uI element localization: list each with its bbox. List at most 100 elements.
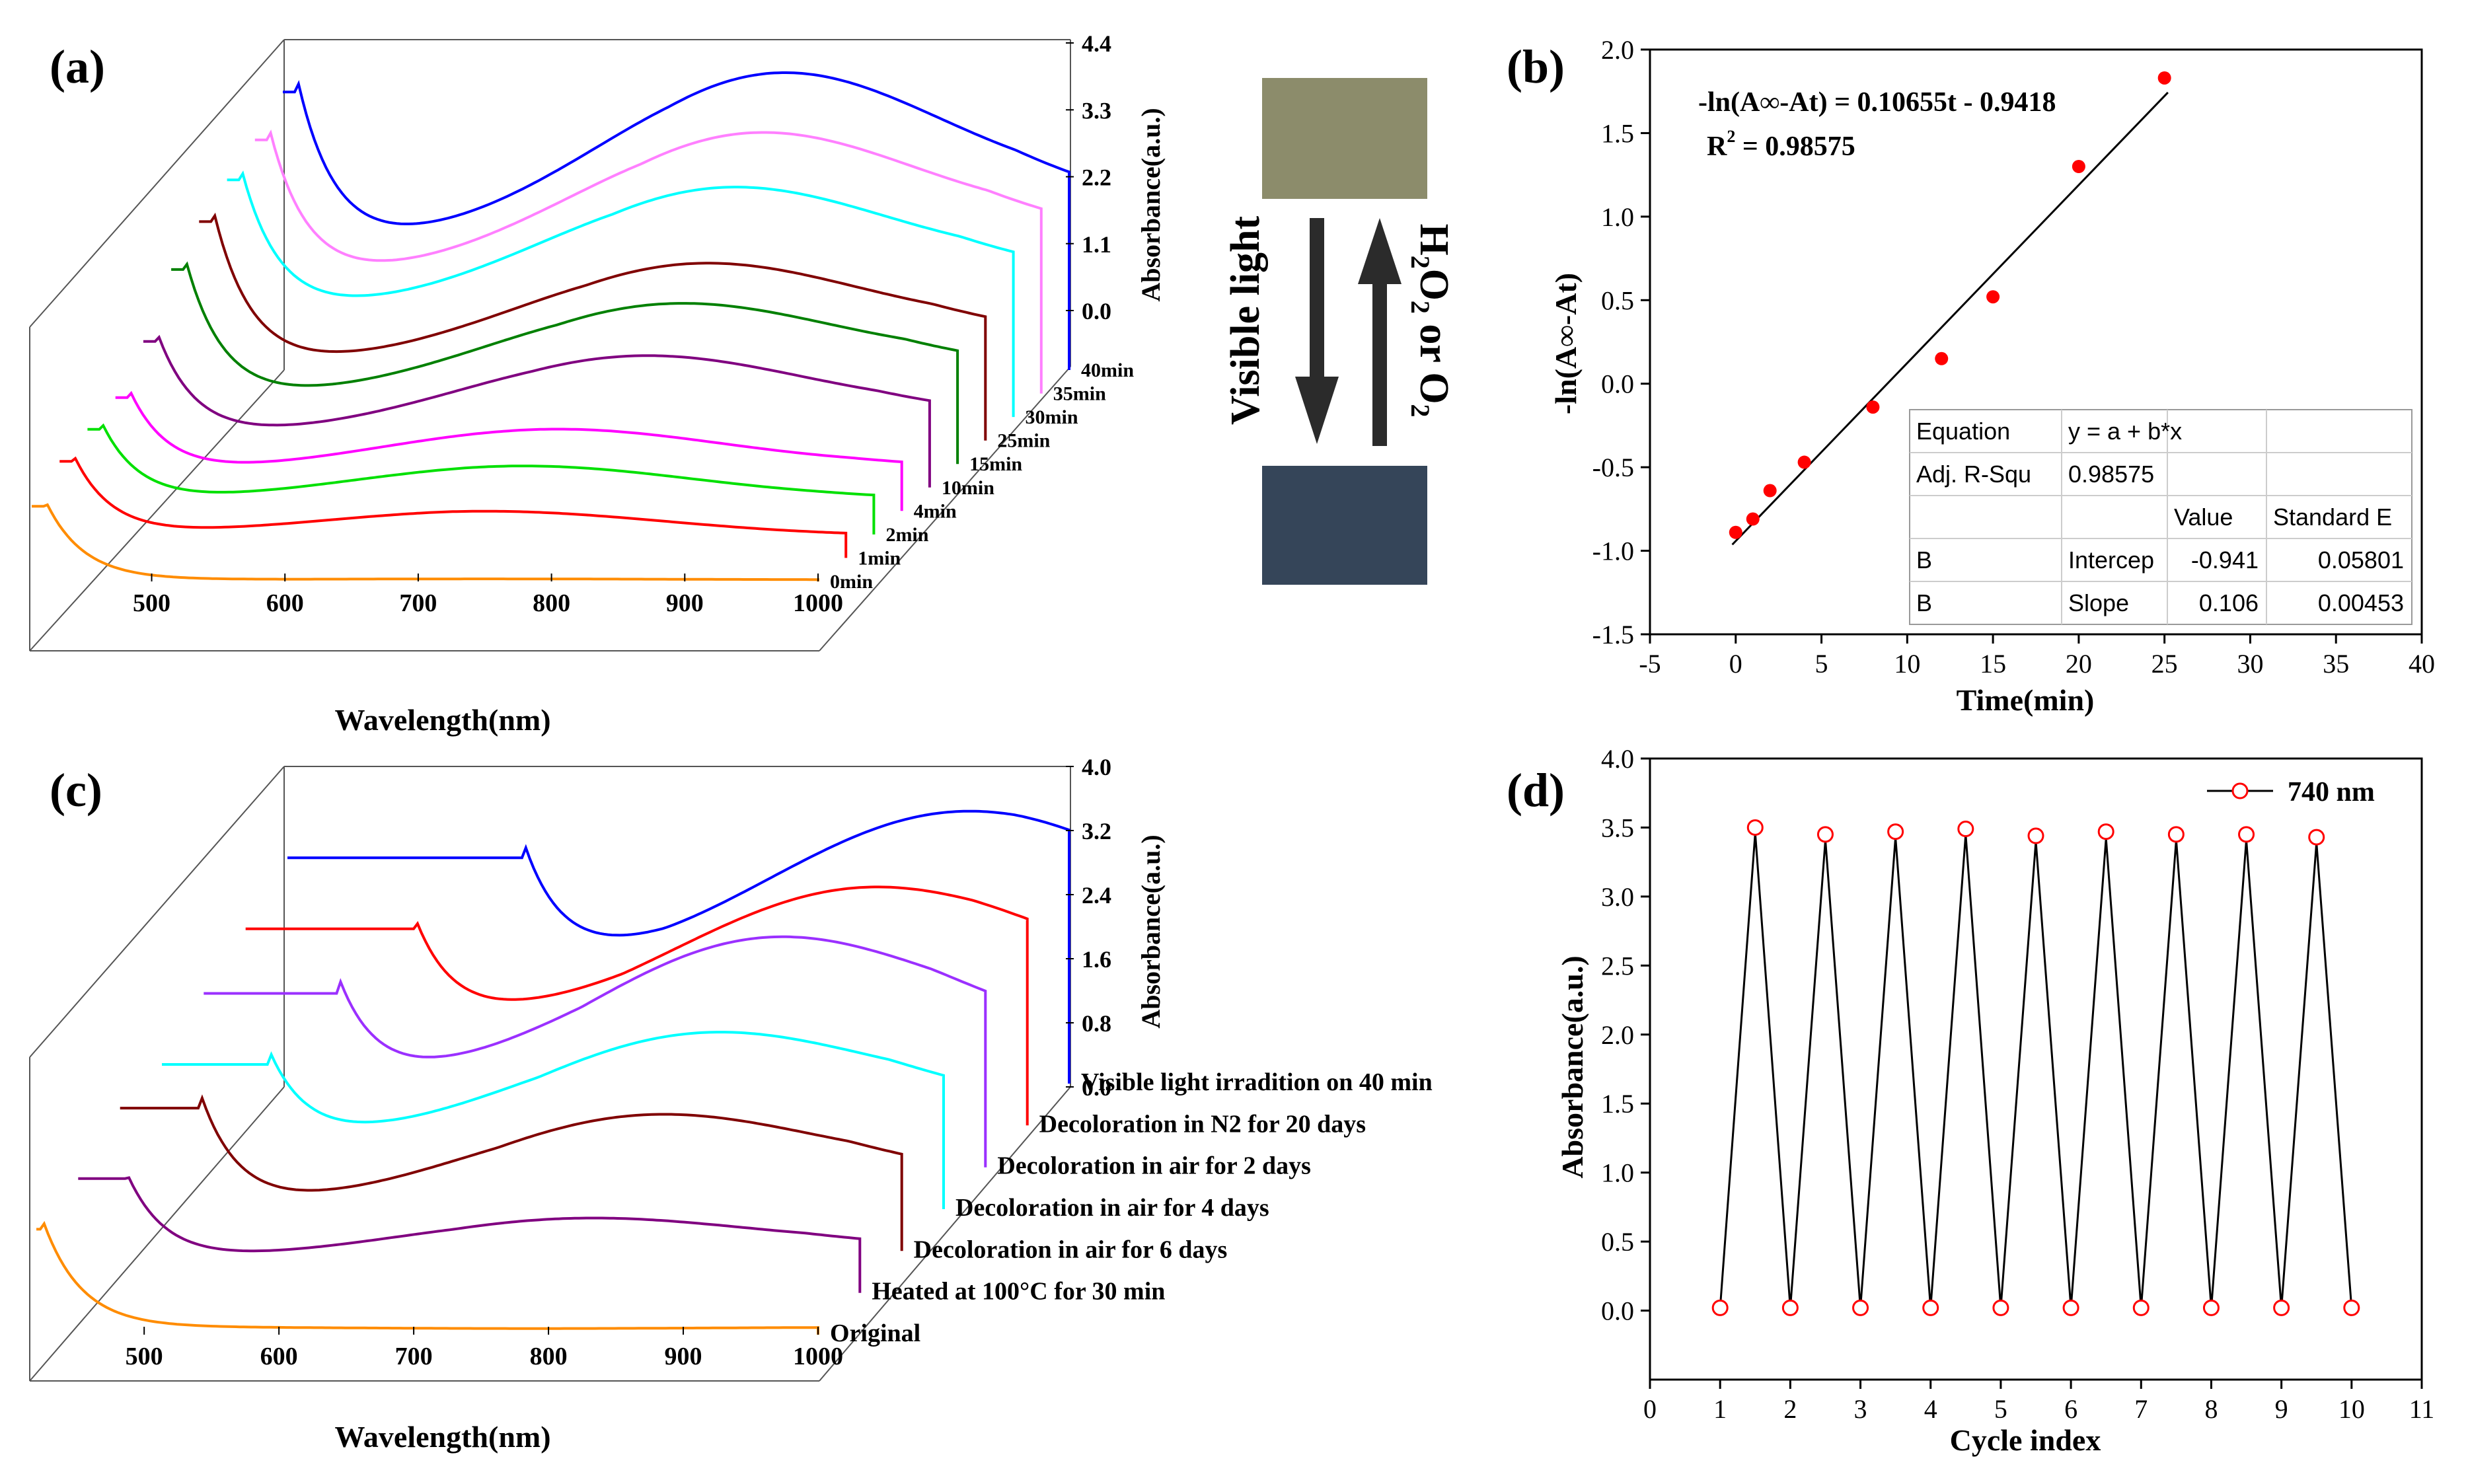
x-tick-label: 500 [126, 1343, 163, 1370]
z-tick-label: 0.0 [1082, 1074, 1111, 1101]
y-tick-label: 2.5 [1601, 951, 1634, 981]
x-tick-label: 10 [2338, 1394, 2365, 1424]
panel-c-waterfall-chart: (c) 500 600 700 800 900 1000 0.0 0.8 1.6 2.4 3.2 4… [29, 754, 1433, 1454]
spectrum-curve [162, 1031, 945, 1209]
y-tick-label: 0.5 [1601, 285, 1634, 315]
data-point [2062, 1299, 2079, 1316]
panel-a-depth-labels: 0min1min2min4min10min15min25min30min35mi… [830, 359, 1134, 593]
panel-b-kinetics-chart: (b) -5 0 5 10 15 20 25 30 35 40 -1.5 -1.0 -0.5 0.0 0.5… [1507, 35, 2435, 717]
z-tick-label: 0.0 [1082, 298, 1111, 324]
table-cell: 0.05801 [2318, 546, 2404, 574]
data-point [2027, 827, 2044, 844]
down-arrow [1295, 218, 1339, 444]
panel-d-points [1711, 819, 2360, 1316]
x-tick-label: 600 [266, 589, 304, 617]
data-point [1711, 1299, 1729, 1316]
y-tick-label: -1.5 [1592, 620, 1634, 649]
spectrum-series-label: Decoloration in air for 6 days [914, 1236, 1228, 1263]
cycle-line [1719, 833, 2353, 1308]
panel-c-x-axis-label: Wavelength(nm) [334, 1420, 550, 1454]
x-tick-label: 600 [260, 1343, 298, 1370]
x-tick-label: 30 [2237, 649, 2263, 679]
panel-c-z-axis-label: Absorbance(a.u.) [1136, 835, 1166, 1028]
data-point [1797, 455, 1811, 469]
panel-b-x-axis-label: Time(min) [1957, 683, 2095, 717]
data-point [1866, 400, 1880, 414]
spectrum-curve [87, 423, 876, 535]
y-tick-label: 1.0 [1601, 1158, 1634, 1188]
data-point [2167, 826, 2185, 843]
x-tick-label: 500 [133, 589, 170, 617]
spectrum-series-label: 0min [830, 571, 873, 593]
spectrum-series-label: 10min [942, 477, 994, 499]
panel-a-z-ticks: 0.0 1.1 2.2 3.3 4.4 [1066, 30, 1111, 324]
x-tick-label: 1 [1713, 1394, 1727, 1424]
z-tick-label: 3.2 [1082, 818, 1111, 844]
data-point [1957, 821, 1974, 838]
x-tick-label: 6 [2064, 1394, 2077, 1424]
spectrum-curve [287, 809, 1070, 1084]
panel-c-label: (c) [50, 764, 102, 817]
z-tick-label: 0.8 [1082, 1010, 1111, 1037]
spectrum-curve [171, 261, 959, 464]
spectrum-series-label: 4min [914, 500, 957, 522]
panel-d-y-axis-label: Absorbance(a.u.) [1555, 955, 1589, 1178]
z-tick-label: 2.2 [1082, 165, 1111, 191]
x-tick-label: 0 [1729, 649, 1742, 679]
data-point [2132, 1299, 2150, 1316]
table-cell: 0.00453 [2318, 589, 2404, 616]
x-tick-label: 3 [1854, 1394, 1867, 1424]
panel-d-x-axis-label: Cycle index [1950, 1423, 2101, 1457]
spectrum-series-label: 2min [885, 524, 928, 546]
x-tick-label: -5 [1639, 649, 1661, 679]
data-point [1816, 826, 1834, 843]
y-tick-label: -1.0 [1592, 537, 1634, 566]
y-tick-label: 1.5 [1601, 1089, 1634, 1119]
panel-c-z-ticks: 0.0 0.8 1.6 2.4 3.2 4.0 [1066, 754, 1111, 1101]
table-frame [1909, 409, 2412, 625]
table-cell: Equation [1916, 418, 2010, 445]
spectrum-series-label: 35min [1053, 383, 1106, 405]
spectrum-curve [32, 503, 819, 581]
panel-c-x-ticks: 500 600 700 800 900 1000 [126, 1327, 843, 1370]
oxidant-label: H2O2 or O2 [1405, 223, 1456, 417]
spectrum-curve [143, 334, 931, 488]
panel-b-y-axis-label: -ln(A∞-At) [1549, 273, 1583, 414]
panel-c-depth-labels: Original Heated at 100°C for 30 min Decolo… [830, 1068, 1433, 1347]
panel-d-legend-text: 740 nm [2288, 777, 2375, 807]
x-tick-label: 0 [1643, 1394, 1657, 1424]
fit-line [1731, 91, 2169, 546]
y-tick-label: -0.5 [1592, 453, 1634, 482]
data-point [1887, 823, 1904, 840]
up-arrow [1358, 218, 1402, 446]
spectrum-curve [283, 71, 1070, 370]
panel-d-label: (d) [1507, 764, 1565, 817]
panel-c-curves [36, 809, 1070, 1335]
spectrum-curve [204, 935, 987, 1168]
spectrum-series-label: Decoloration in air for 4 days [955, 1194, 1269, 1222]
data-point [1922, 1299, 1939, 1316]
x-tick-label: 20 [2066, 649, 2092, 679]
z-tick-label: 1.6 [1082, 946, 1111, 973]
spectrum-curve [78, 1176, 862, 1293]
panel-a-z-axis-label: Absorbance(a.u.) [1136, 108, 1166, 301]
panel-d-line [1719, 833, 2353, 1308]
spectrum-curve [59, 456, 848, 558]
data-point [1746, 512, 1760, 526]
spectrum-curve [245, 885, 1029, 1126]
x-tick-label: 5 [1994, 1394, 2007, 1424]
x-tick-label: 2 [1783, 1394, 1797, 1424]
table-cell: Standard E [2273, 503, 2392, 531]
data-point [2273, 1299, 2290, 1316]
data-point [2202, 1299, 2220, 1316]
x-tick-label: 25 [2151, 649, 2178, 679]
panel-a-x-axis-label: Wavelength(nm) [334, 703, 550, 737]
x-tick-label: 900 [665, 1343, 702, 1370]
y-tick-label: 0.0 [1601, 1296, 1634, 1326]
data-point [2238, 826, 2255, 843]
x-tick-label: 35 [2323, 649, 2349, 679]
panel-b-ticks: -5 0 5 10 15 20 25 30 35 40 -1.5 -1.0 -0.5 0.0 0.5 1.0 1… [1592, 35, 2435, 679]
x-tick-label: 800 [533, 589, 570, 617]
spectrum-series-label: Decoloration in N2 for 20 days [1039, 1110, 1366, 1138]
